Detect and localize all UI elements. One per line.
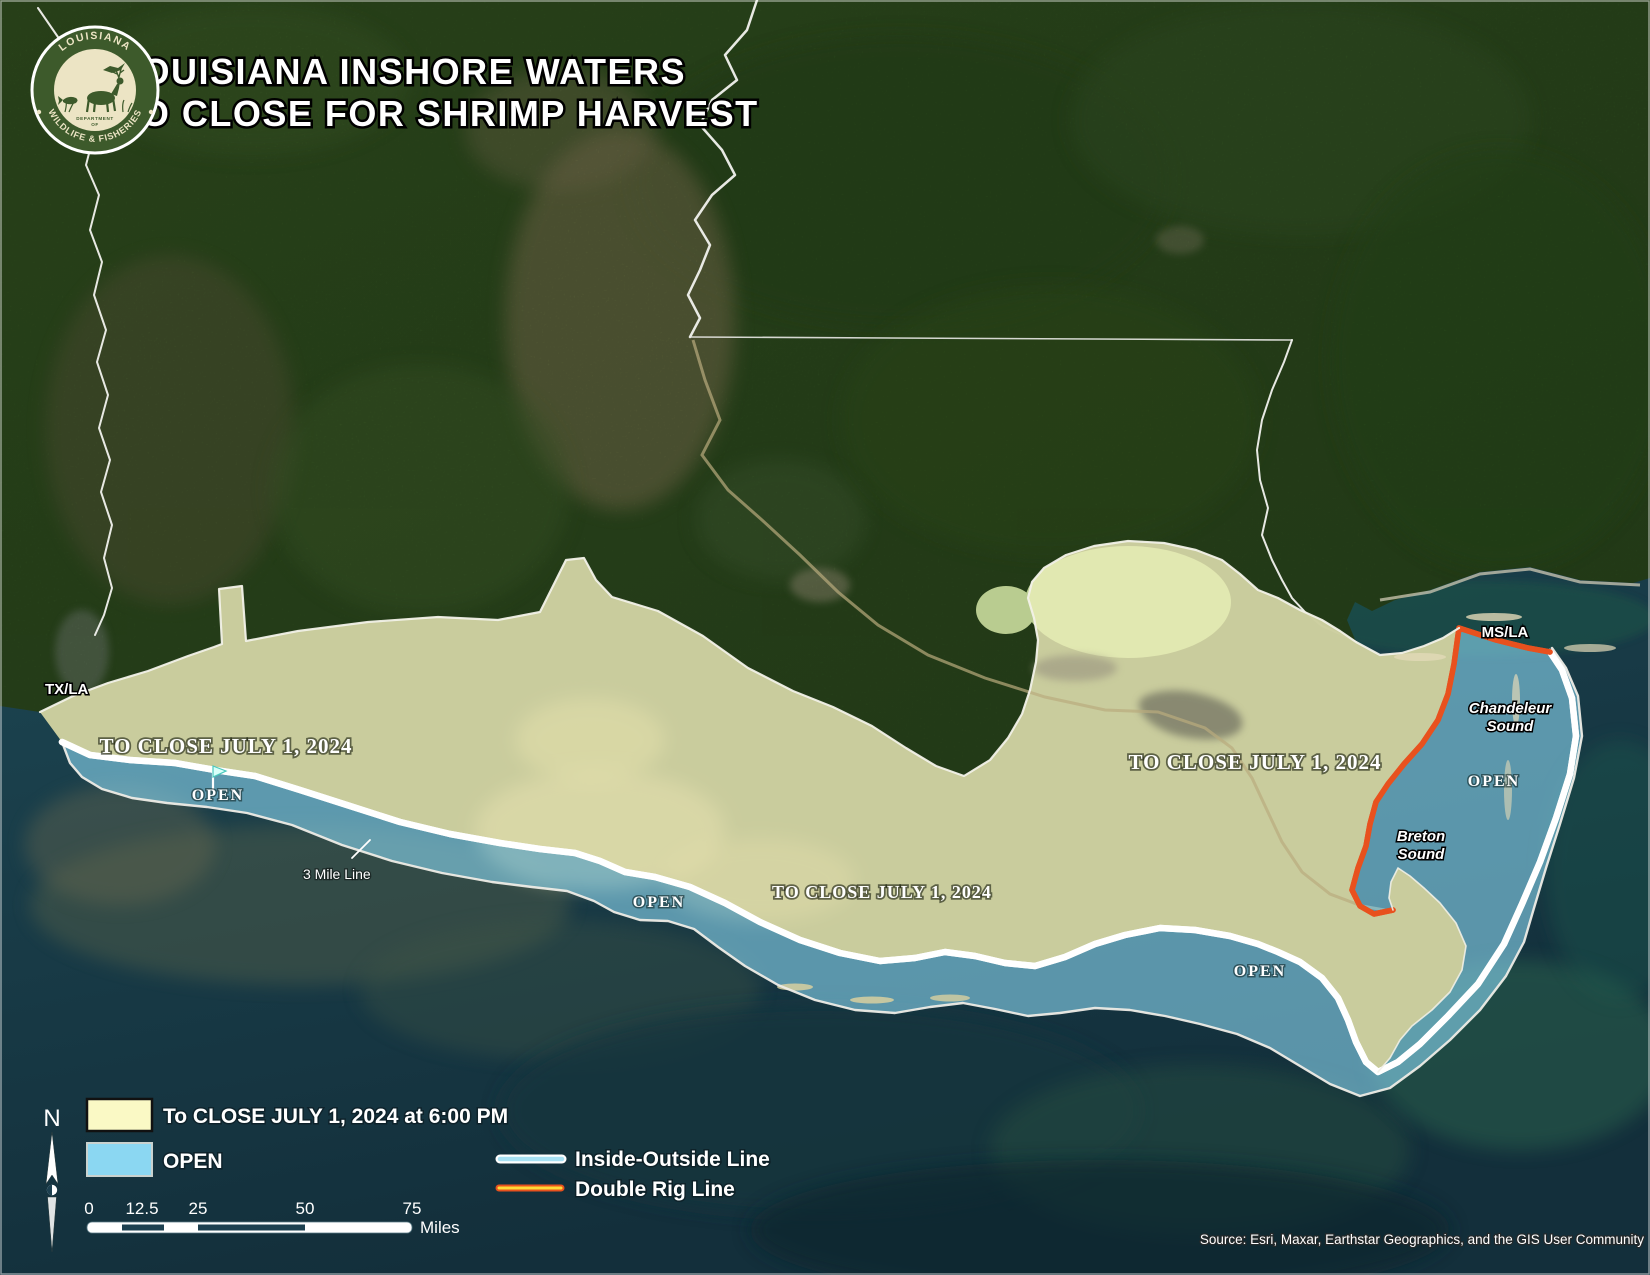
scale-tick-50: 50: [296, 1199, 315, 1218]
metairie-urban: [1033, 655, 1117, 681]
legend-dr-label: Double Rig Line: [575, 1178, 735, 1201]
scale-tick-12-5: 12.5: [125, 1199, 158, 1218]
mississippi-river-ribbon: [691, 339, 1391, 913]
three-mile-line: [60, 646, 1584, 1098]
map-labels: TX/LA MS/LA TO CLOSE JULY 1, 2024 TO CLO…: [44, 623, 1554, 982]
legend: N To CLOSE JULY 1, 2024 at 6:00 PM OPEN …: [43, 1097, 771, 1253]
ldwf-logo: LOUISIANA WILDLIFE & FISHERIES DEPARTMEN…: [30, 25, 160, 155]
label-open-west: OPEN: [192, 787, 244, 804]
scale-tick-75: 75: [403, 1199, 422, 1218]
sediment-swirl: [25, 785, 215, 905]
header: LOUISIANA INSHORE WATERS TO CLOSE FOR SH…: [30, 25, 760, 155]
new-orleans-urban: [1139, 690, 1243, 740]
label-open-sound: OPEN: [1468, 773, 1520, 790]
mississippi-river-line: [686, 0, 759, 339]
logo-wildlife-art: [58, 63, 133, 113]
label-breton-1: Breton: [1397, 828, 1445, 845]
three-mile-leader: [351, 839, 371, 859]
label-open-center: OPEN: [633, 894, 685, 911]
legend-lines: Inside-Outside Line Double Rig Line: [495, 1147, 771, 1203]
deep-water: [500, 1005, 1140, 1215]
lake-maurepas: [976, 586, 1036, 634]
scale-tick-25: 25: [189, 1199, 208, 1218]
regulatory-lines: [38, 539, 1584, 1098]
attribution-text: Source: Esri, Maxar, Earthstar Geographi…: [1200, 1232, 1644, 1247]
legend-open-label: OPEN: [163, 1150, 223, 1173]
delta-coastline: [1377, 867, 1467, 1073]
logo-dot-right: [148, 109, 154, 115]
label-to-close-center: TO CLOSE JULY 1, 2024: [772, 882, 992, 902]
page-title-line1: LOUISIANA INSHORE WATERS: [118, 51, 686, 92]
label-to-close-east: TO CLOSE JULY 1, 2024: [1128, 750, 1381, 774]
logo-dept-line2: OF: [91, 122, 99, 127]
scale-tick-0: 0: [84, 1199, 93, 1218]
scale-unit-label: Miles: [420, 1218, 460, 1237]
legend-closed-label: To CLOSE JULY 1, 2024 at 6:00 PM: [163, 1105, 508, 1128]
flag-marker: [211, 765, 228, 790]
label-tx-la: TX/LA: [45, 681, 88, 698]
la-ms-state-line: [689, 336, 1293, 341]
open-zone-islands: [777, 613, 1616, 1004]
label-chandeleur-2: Sound: [1487, 718, 1534, 735]
deep-water: [750, 1160, 1450, 1275]
closed-zone-coastline: [38, 539, 1461, 778]
legend-io-label: Inside-Outside Line: [575, 1148, 770, 1171]
label-open-delta: OPEN: [1234, 963, 1286, 980]
scale-bar: 0 12.5 25 50 75 Miles: [84, 1199, 459, 1237]
page-title-line2: TO CLOSE FOR SHRIMP HARVEST: [118, 93, 759, 134]
north-label: N: [43, 1105, 60, 1132]
legend-swatch-closed: [85, 1097, 154, 1133]
north-arrow-icon: [45, 1131, 59, 1253]
mississippi-beach-strip: [1379, 567, 1641, 602]
logo-dept-line1: DEPARTMENT: [76, 116, 114, 121]
label-to-close-west: TO CLOSE JULY 1, 2024: [99, 734, 352, 758]
label-chandeleur-1: Chandeleur: [1469, 700, 1553, 717]
legend-swatch-open: [86, 1142, 153, 1177]
logo-dot-left: [36, 109, 42, 115]
plume-swirl: [1545, 740, 1650, 1000]
label-three-mile-line: 3 Mile Line: [303, 866, 371, 882]
label-ms-la: MS/LA: [1482, 624, 1529, 641]
label-breton-2: Sound: [1398, 846, 1445, 863]
